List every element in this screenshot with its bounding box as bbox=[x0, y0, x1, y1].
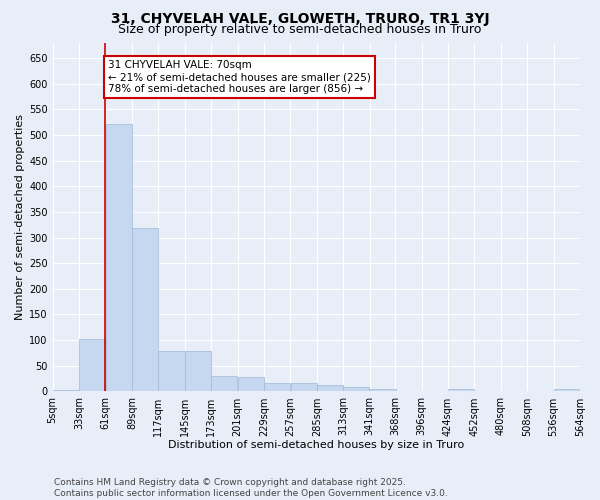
Bar bbox=[264, 382, 290, 392]
Bar bbox=[448, 389, 474, 392]
Bar bbox=[158, 351, 185, 392]
Text: 31 CHYVELAH VALE: 70sqm
← 21% of semi-detached houses are smaller (225)
78% of s: 31 CHYVELAH VALE: 70sqm ← 21% of semi-de… bbox=[109, 60, 371, 94]
Text: Size of property relative to semi-detached houses in Truro: Size of property relative to semi-detach… bbox=[118, 22, 482, 36]
Bar bbox=[317, 386, 343, 392]
Bar bbox=[106, 124, 132, 392]
Bar bbox=[370, 389, 396, 392]
Bar bbox=[132, 228, 158, 392]
Bar bbox=[53, 390, 79, 392]
Text: 31, CHYVELAH VALE, GLOWETH, TRURO, TR1 3YJ: 31, CHYVELAH VALE, GLOWETH, TRURO, TR1 3… bbox=[110, 12, 490, 26]
Y-axis label: Number of semi-detached properties: Number of semi-detached properties bbox=[15, 114, 25, 320]
Bar bbox=[290, 384, 317, 392]
Bar bbox=[185, 351, 211, 392]
Bar bbox=[554, 389, 580, 392]
Bar bbox=[238, 377, 264, 392]
Bar bbox=[211, 376, 238, 392]
Text: Contains HM Land Registry data © Crown copyright and database right 2025.
Contai: Contains HM Land Registry data © Crown c… bbox=[54, 478, 448, 498]
X-axis label: Distribution of semi-detached houses by size in Truro: Distribution of semi-detached houses by … bbox=[168, 440, 464, 450]
Bar bbox=[79, 338, 106, 392]
Bar bbox=[343, 387, 370, 392]
